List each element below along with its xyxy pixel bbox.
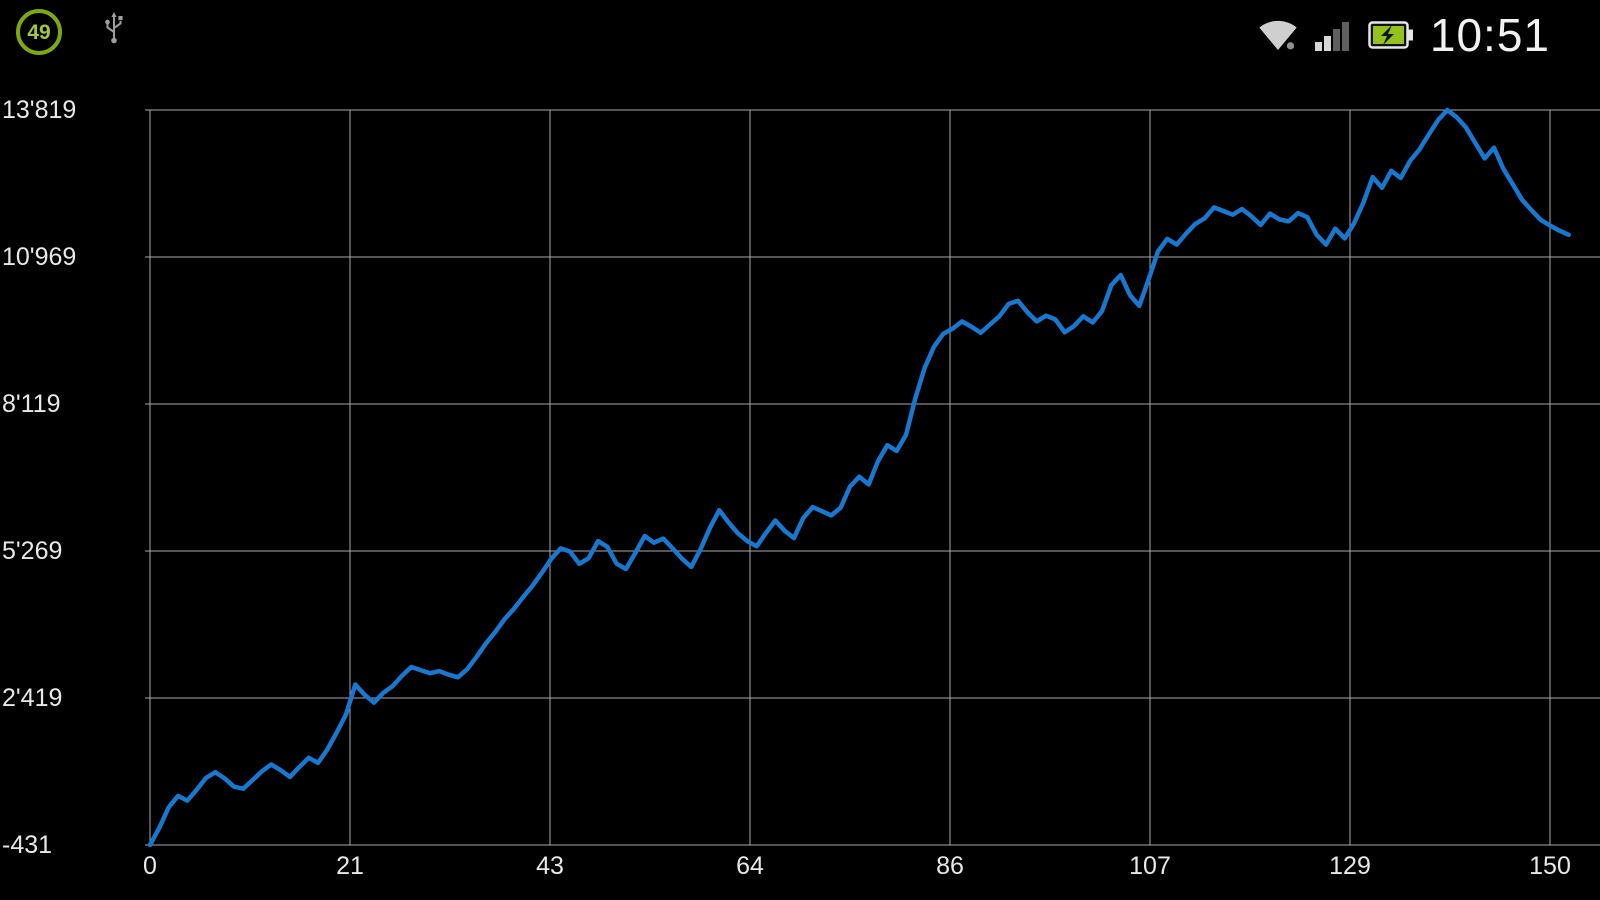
- battery-level-indicator: 49: [16, 9, 62, 55]
- battery-percent-text: 49: [27, 20, 51, 44]
- line-chart: 13'819 10'969 8'119 5'269 2'419 -431 0 21 43 64 8…: [0, 70, 1600, 900]
- chart-plot-area[interactable]: [145, 110, 1600, 845]
- battery-charging-icon: [1368, 21, 1413, 49]
- wifi-icon: [1259, 20, 1297, 50]
- signal-strength-icon: [1314, 22, 1349, 51]
- status-bar[interactable]: 49: [0, 0, 1600, 70]
- status-icons: 10:51: [1258, 6, 1550, 64]
- usb-icon: [105, 12, 123, 44]
- clock: 10:51: [1429, 9, 1550, 61]
